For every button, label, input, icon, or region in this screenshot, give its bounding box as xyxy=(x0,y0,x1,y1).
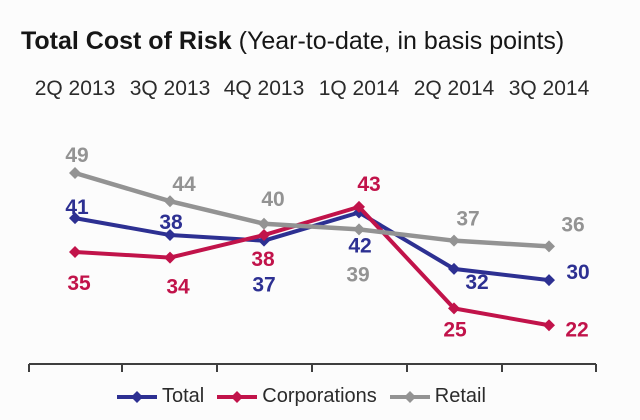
series-total: 41 38 37 42 32 30 xyxy=(65,196,589,297)
series-retail: 49 44 40 39 37 36 xyxy=(65,144,584,286)
value-label: 44 xyxy=(172,173,196,196)
data-point-diamond xyxy=(543,274,555,287)
legend-item-retail: Retail xyxy=(389,385,486,408)
data-point-diamond xyxy=(258,229,270,242)
series-line xyxy=(74,170,550,249)
value-label: 49 xyxy=(65,144,88,167)
data-point-diamond xyxy=(164,195,176,208)
value-label: 43 xyxy=(357,173,380,196)
data-point-diamond xyxy=(543,240,555,253)
legend-item-corporations: Corporations xyxy=(216,385,377,408)
category-label: 1Q 2014 xyxy=(319,77,400,100)
data-point-diamond xyxy=(69,212,81,225)
chart-legend: Total Corporations Retail xyxy=(116,385,486,408)
data-point-diamond xyxy=(353,223,365,236)
legend-label: Retail xyxy=(434,385,486,407)
value-label: 38 xyxy=(251,248,275,271)
legend-marker-icon xyxy=(117,390,157,403)
value-label: 40 xyxy=(261,188,284,211)
x-axis xyxy=(28,363,597,372)
legend-label: Corporations xyxy=(262,385,377,407)
data-point-diamond xyxy=(353,200,365,213)
data-point-diamond xyxy=(448,262,460,275)
category-label: 4Q 2013 xyxy=(224,77,305,100)
value-label: 39 xyxy=(346,263,369,286)
legend-item-total: Total xyxy=(116,385,204,408)
category-label: 3Q 2014 xyxy=(509,77,590,100)
value-label: 22 xyxy=(565,318,588,341)
data-point-diamond xyxy=(448,234,460,247)
page-title: Total Cost of Risk (Year-to-date, in bas… xyxy=(21,26,564,56)
data-point-diamond xyxy=(69,167,81,179)
value-label: 38 xyxy=(159,211,183,234)
data-point-diamond xyxy=(164,251,176,264)
value-label: 41 xyxy=(65,196,89,219)
value-label: 25 xyxy=(443,318,467,341)
value-label: 37 xyxy=(252,274,275,297)
title-subtitle: (Year-to-date, in basis points) xyxy=(231,27,565,55)
data-point-diamond xyxy=(543,319,555,332)
data-point-diamond xyxy=(448,302,460,315)
legend-label: Total xyxy=(162,385,205,407)
value-label: 42 xyxy=(348,234,371,257)
legend-diamond xyxy=(231,390,244,403)
value-label: 32 xyxy=(465,271,488,294)
data-point-diamond xyxy=(164,229,176,242)
category-label: 2Q 2014 xyxy=(414,77,495,100)
value-label: 34 xyxy=(166,276,190,299)
legend-marker-icon xyxy=(389,390,430,403)
value-label: 35 xyxy=(67,272,91,295)
category-label: 3Q 2013 xyxy=(130,77,211,100)
legend-diamond xyxy=(131,390,143,403)
legend-marker-icon xyxy=(217,390,258,403)
series-corporations: 35 34 38 43 25 22 xyxy=(67,173,588,342)
data-point-diamond xyxy=(69,245,81,258)
value-label: 37 xyxy=(456,208,479,231)
title-main: Total Cost of Risk xyxy=(21,27,232,55)
series-line xyxy=(74,204,550,328)
value-label: 30 xyxy=(566,261,589,284)
data-point-diamond xyxy=(258,217,270,230)
value-label: 36 xyxy=(561,213,584,236)
category-label: 2Q 2013 xyxy=(35,77,116,100)
legend-diamond xyxy=(403,390,416,403)
